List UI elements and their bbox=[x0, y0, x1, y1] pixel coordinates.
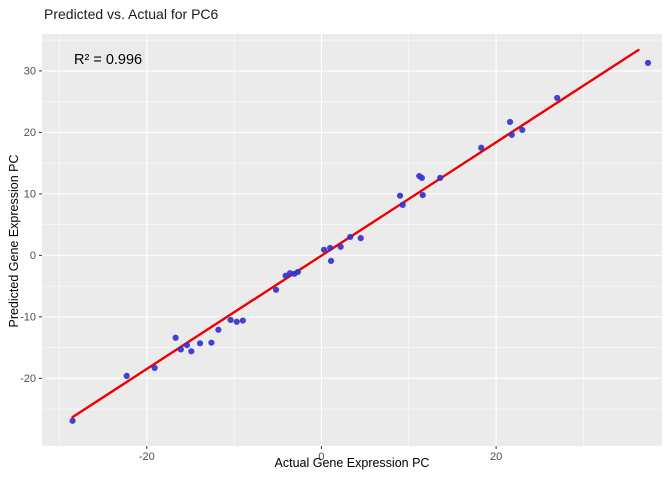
data-point bbox=[188, 348, 195, 355]
data-point bbox=[506, 118, 514, 126]
data-point bbox=[644, 59, 652, 67]
data-point bbox=[239, 317, 246, 324]
data-point bbox=[508, 131, 515, 138]
regression-line bbox=[71, 48, 640, 419]
data-point bbox=[327, 257, 335, 265]
data-point bbox=[554, 94, 561, 102]
data-point bbox=[215, 326, 222, 333]
data-point bbox=[357, 235, 364, 242]
data-point bbox=[196, 340, 204, 347]
y-tick-label: 10 bbox=[24, 188, 36, 200]
data-point bbox=[320, 246, 328, 253]
y-axis-title: Predicted Gene Expression PC bbox=[7, 154, 21, 328]
x-axis-title: Actual Gene Expression PC bbox=[274, 456, 430, 470]
data-point bbox=[172, 334, 179, 341]
x-tick-label: 0 bbox=[318, 451, 324, 463]
y-tick-label: 30 bbox=[24, 65, 36, 77]
data-point bbox=[151, 364, 158, 372]
data-point bbox=[519, 126, 526, 134]
data-point bbox=[418, 174, 425, 181]
x-tick-label: -20 bbox=[139, 451, 155, 463]
data-point bbox=[437, 174, 444, 181]
data-point bbox=[294, 268, 301, 276]
data-point bbox=[183, 342, 191, 349]
data-point bbox=[399, 201, 406, 209]
chart-title: Predicted vs. Actual for PC6 bbox=[44, 6, 219, 22]
y-tick-label: -20 bbox=[20, 373, 36, 385]
x-tick-label: 20 bbox=[490, 451, 502, 463]
data-point bbox=[327, 244, 334, 252]
data-point bbox=[396, 192, 404, 199]
y-tick-label: 0 bbox=[30, 250, 36, 262]
data-point bbox=[208, 339, 215, 346]
data-point bbox=[419, 192, 426, 199]
y-tick-label: -10 bbox=[20, 311, 36, 323]
data-point bbox=[347, 233, 354, 241]
data-point bbox=[227, 316, 234, 324]
data-point bbox=[69, 417, 76, 424]
r-squared-annotation: R² = 0.996 bbox=[74, 52, 143, 68]
data-point bbox=[233, 318, 240, 325]
data-point bbox=[123, 372, 130, 379]
data-point bbox=[478, 144, 485, 151]
data-point bbox=[272, 286, 280, 293]
data-point bbox=[337, 243, 344, 250]
data-point bbox=[177, 346, 184, 353]
y-tick-label: 20 bbox=[24, 127, 36, 139]
